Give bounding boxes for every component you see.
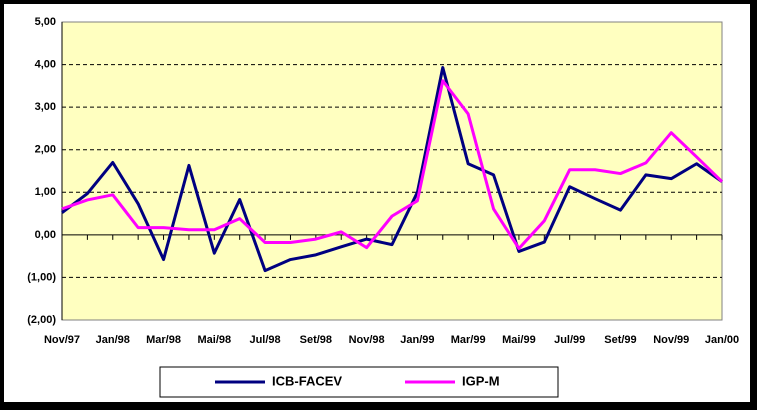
y-tick-label: 0,00 xyxy=(35,229,56,241)
x-tick-label: Nov/99 xyxy=(653,334,689,346)
y-tick-label: 3,00 xyxy=(35,101,56,113)
y-tick-label: (1,00) xyxy=(27,271,56,283)
y-tick-label: 5,00 xyxy=(35,16,56,28)
x-tick-label: Nov/98 xyxy=(349,334,385,346)
y-tick-label: 1,00 xyxy=(35,186,56,198)
y-tick-label: 4,00 xyxy=(35,58,56,70)
x-tick-label: Jan/98 xyxy=(96,334,130,346)
x-tick-label: Jan/00 xyxy=(705,334,739,346)
x-tick-label: Jul/98 xyxy=(249,334,280,346)
x-tick-label: Set/99 xyxy=(604,334,636,346)
x-tick-label: Nov/97 xyxy=(44,334,80,346)
x-tick-label: Set/98 xyxy=(300,334,332,346)
series-line xyxy=(61,79,724,250)
legend-label: IGP-M xyxy=(462,373,500,388)
x-tick-label: Jul/99 xyxy=(554,334,585,346)
x-tick-label: Mai/99 xyxy=(502,334,536,346)
x-tick-label: Mai/98 xyxy=(197,334,231,346)
y-tick-label: 2,00 xyxy=(35,144,56,156)
y-tick-label: (2,00) xyxy=(27,314,56,326)
x-tick-label: Mar/98 xyxy=(146,334,181,346)
x-tick-label: Jan/99 xyxy=(400,334,434,346)
legend-label: ICB-FACEV xyxy=(272,373,342,388)
x-tick-label: Mar/99 xyxy=(451,334,486,346)
